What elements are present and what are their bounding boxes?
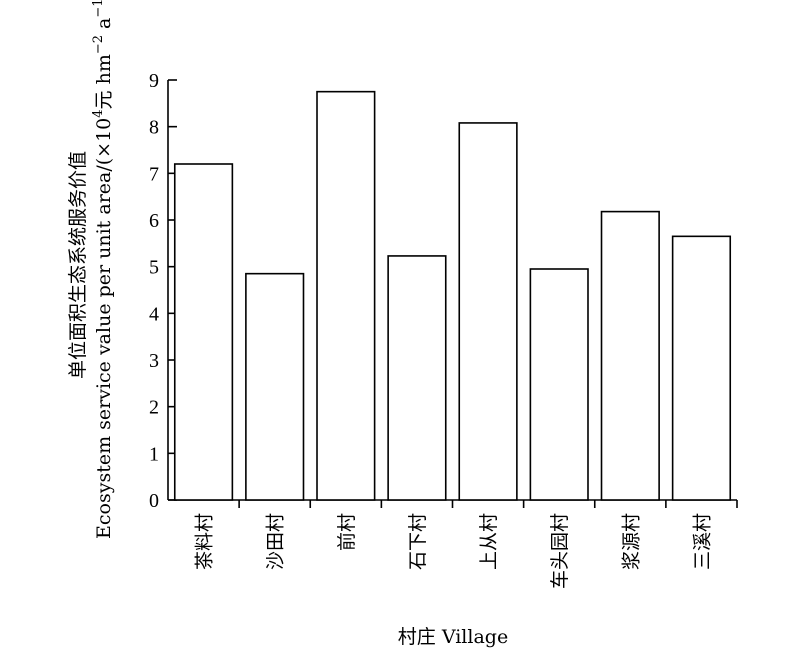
y-axis-title-en-mid: 元 hm bbox=[93, 54, 115, 109]
bar-7 bbox=[671, 235, 732, 501]
y-axis-title-en: Ecosystem service value per unit area/(×… bbox=[91, 0, 115, 539]
y-axis-title-en-exp3: −1 bbox=[91, 0, 106, 18]
y-tick-label-3: 3 bbox=[149, 350, 159, 372]
y-tick-label-4: 4 bbox=[149, 303, 159, 325]
category-label-6: 浆源村 bbox=[620, 513, 642, 570]
bar-2 bbox=[316, 90, 376, 501]
y-tick-label-1: 1 bbox=[149, 443, 159, 465]
bar-5 bbox=[529, 268, 589, 501]
y-axis-title-en-exp2: −2 bbox=[91, 35, 106, 54]
y-axis-title-en-exp1: 4 bbox=[91, 109, 106, 117]
x-axis-title: 村庄 Village bbox=[398, 626, 508, 648]
y-axis-title-en-prefix: Ecosystem service value per unit area/(×… bbox=[93, 118, 115, 539]
y-axis-title-en-mid2: a bbox=[93, 18, 115, 35]
category-label-7: 三溪村 bbox=[691, 513, 713, 570]
y-tick-label-0: 0 bbox=[149, 490, 159, 512]
plot-area: 0 1 2 3 4 5 6 7 8 9 茶料村 沙田村 前村 石下村 上从村 车头园村 浆源村 三溪村 bbox=[149, 70, 738, 589]
bar-4 bbox=[458, 122, 518, 501]
bar-1 bbox=[245, 272, 305, 501]
y-tick-label-6: 6 bbox=[149, 210, 159, 232]
y-axis-title: 单位面积生态系统服务价值 Ecosystem service value per… bbox=[67, 0, 115, 539]
category-label-2: 前村 bbox=[336, 513, 358, 551]
category-label-1: 沙田村 bbox=[265, 513, 287, 570]
y-tick-label-8: 8 bbox=[149, 117, 159, 139]
bar-0 bbox=[173, 163, 234, 501]
category-label-4: 上从村 bbox=[478, 513, 500, 570]
category-label-0: 茶料村 bbox=[194, 513, 216, 570]
y-tick-label-5: 5 bbox=[149, 257, 159, 279]
category-label-3: 石下村 bbox=[407, 513, 429, 570]
category-label-5: 车头园村 bbox=[549, 513, 571, 589]
bar-6 bbox=[600, 210, 660, 501]
y-tick-label-2: 2 bbox=[149, 397, 159, 419]
bar-3 bbox=[387, 255, 447, 501]
y-axis-title-cn: 单位面积生态系统服务价值 bbox=[67, 151, 89, 379]
y-tick-label-7: 7 bbox=[149, 163, 159, 185]
y-tick-label-9: 9 bbox=[149, 70, 159, 92]
